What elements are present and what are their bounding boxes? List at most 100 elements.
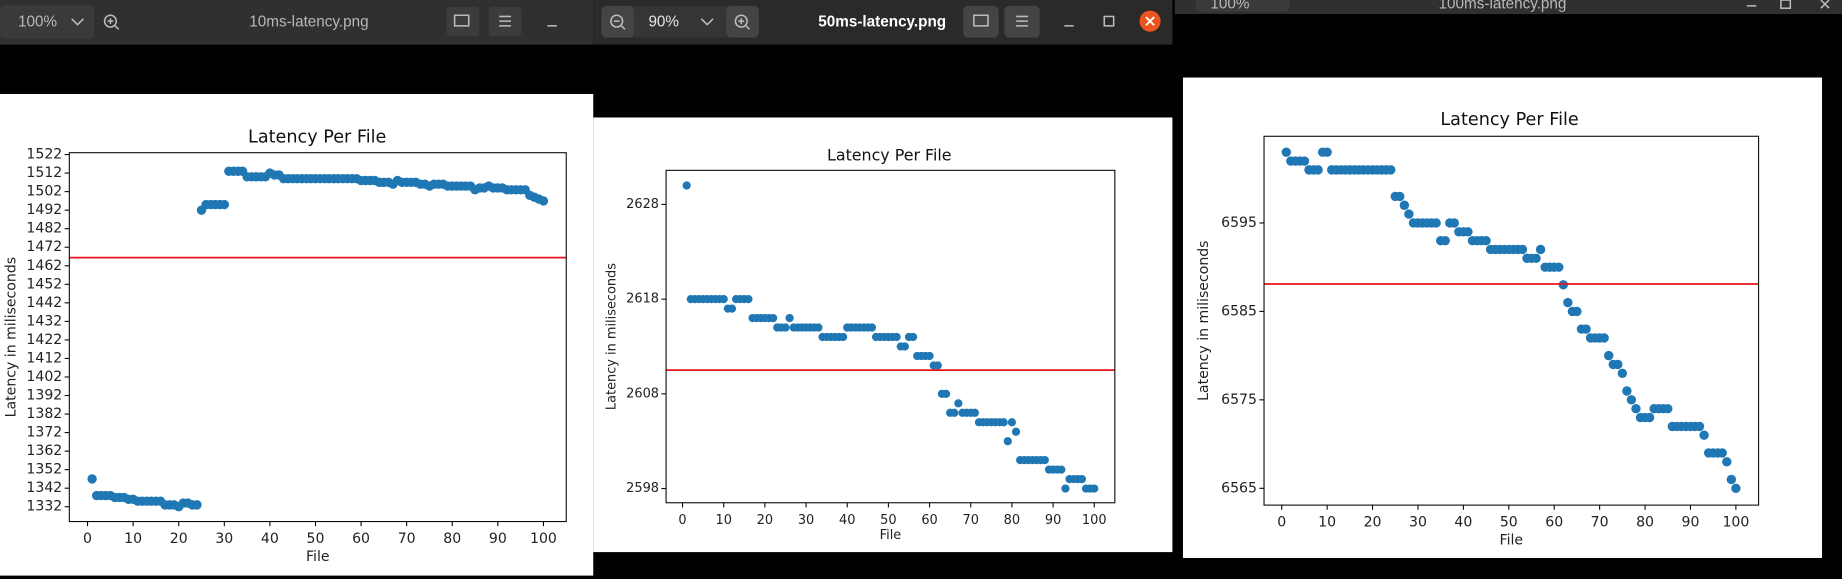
x-tick-label: 0 bbox=[83, 531, 92, 547]
data-point bbox=[744, 295, 753, 304]
x-tick-label: 80 bbox=[443, 531, 461, 547]
zoom-box[interactable] bbox=[0, 4, 94, 39]
chart: Latency Per File File Latency in milisecon… bbox=[4, 127, 567, 565]
y-tick-label: 2618 bbox=[626, 292, 659, 307]
data-point bbox=[1558, 280, 1569, 290]
y-tick-label: 1502 bbox=[26, 184, 62, 200]
maximize-button[interactable] bbox=[1103, 15, 1115, 27]
x-tick-label: 100 bbox=[530, 531, 557, 547]
x-tick-label: 30 bbox=[1409, 515, 1427, 531]
x-tick-label: 10 bbox=[124, 531, 142, 547]
title-bar bbox=[1174, 0, 1842, 15]
close-button[interactable] bbox=[1820, 0, 1830, 9]
data-point bbox=[1554, 262, 1564, 272]
data-point bbox=[1531, 253, 1541, 264]
gallery-icon bbox=[453, 14, 470, 27]
x-tick-label: 10 bbox=[715, 513, 731, 528]
zoom-dropdown[interactable] bbox=[71, 18, 84, 26]
x-tick-label: 20 bbox=[170, 531, 188, 547]
chart-title: Latency Per File bbox=[1440, 110, 1578, 130]
y-tick-label: 2628 bbox=[626, 197, 659, 212]
gallery-button[interactable] bbox=[963, 5, 999, 38]
data-point bbox=[1077, 474, 1087, 484]
y-tick-label: 6575 bbox=[1221, 392, 1257, 408]
x-tick-label: 60 bbox=[921, 513, 937, 528]
zoom-box[interactable] bbox=[1195, 0, 1290, 12]
y-tick-label: 1362 bbox=[26, 443, 62, 459]
data-point bbox=[1061, 484, 1070, 493]
data-point bbox=[1299, 156, 1310, 166]
y-tick-label: 1482 bbox=[26, 221, 62, 237]
x-tick-label: 30 bbox=[798, 513, 814, 528]
zoom-dropdown[interactable] bbox=[700, 18, 714, 26]
x-tick-label: 0 bbox=[678, 513, 686, 528]
zoom-level: 100% bbox=[18, 13, 57, 30]
data-point bbox=[970, 408, 979, 417]
chart: Latency Per File File Latency in milisecon… bbox=[605, 146, 1116, 543]
zoom-level: 90% bbox=[648, 13, 679, 30]
close-icon bbox=[1145, 16, 1155, 26]
x-axis-label: File bbox=[880, 528, 902, 543]
data-point bbox=[1440, 235, 1450, 246]
data-point bbox=[900, 342, 909, 351]
window-3: 100% 100ms-latency.png bbox=[1174, 0, 1842, 558]
data-point bbox=[769, 313, 778, 323]
y-tick-label: 1452 bbox=[26, 276, 62, 292]
x-tick-label: 50 bbox=[880, 513, 896, 528]
data-point bbox=[892, 332, 901, 342]
data-point bbox=[1399, 200, 1410, 210]
x-tick-label: 40 bbox=[839, 513, 855, 528]
data-point bbox=[1313, 165, 1323, 175]
x-tick-label: 40 bbox=[261, 531, 279, 547]
data-point bbox=[1694, 421, 1705, 432]
data-point bbox=[838, 332, 848, 342]
data-point bbox=[1626, 395, 1637, 405]
zoom-in-icon bbox=[734, 14, 751, 30]
data-point bbox=[1731, 483, 1741, 494]
data-point bbox=[1599, 333, 1609, 343]
window-title: 50ms-latency.png bbox=[818, 13, 946, 30]
data-point bbox=[925, 351, 934, 361]
data-point bbox=[785, 313, 794, 323]
data-point bbox=[1040, 456, 1049, 465]
data-point bbox=[1011, 427, 1021, 436]
y-tick-label: 1352 bbox=[26, 462, 62, 478]
data-point bbox=[1281, 147, 1291, 157]
y-axis-label: Latency in miliseconds bbox=[1196, 240, 1212, 400]
y-tick-label: 2608 bbox=[626, 386, 659, 401]
data-point bbox=[1617, 368, 1628, 379]
x-axis-label: File bbox=[306, 549, 330, 565]
gallery-button[interactable] bbox=[446, 7, 480, 37]
data-point bbox=[1395, 191, 1405, 202]
data-point bbox=[1572, 306, 1582, 317]
y-tick-label: 1402 bbox=[26, 369, 62, 385]
x-tick-label: 50 bbox=[1500, 515, 1518, 531]
data-point bbox=[1386, 165, 1396, 175]
data-point bbox=[1622, 386, 1632, 396]
data-point bbox=[719, 295, 728, 304]
y-tick-label: 6585 bbox=[1221, 303, 1257, 319]
y-tick-label: 1492 bbox=[26, 202, 62, 218]
x-tick-label: 20 bbox=[757, 513, 773, 528]
data-point bbox=[1726, 474, 1737, 485]
data-point bbox=[1431, 218, 1441, 228]
plot-frame bbox=[68, 152, 567, 523]
zoom-in-button[interactable] bbox=[103, 14, 120, 30]
data-point bbox=[908, 332, 918, 342]
data-point bbox=[814, 323, 823, 332]
x-tick-label: 0 bbox=[1277, 515, 1286, 531]
data-point bbox=[1604, 350, 1614, 361]
x-tick-label: 10 bbox=[1318, 515, 1336, 531]
menu-icon bbox=[499, 15, 512, 27]
x-tick-label: 70 bbox=[1591, 515, 1609, 531]
y-tick-label: 1412 bbox=[26, 350, 62, 366]
maximize-button[interactable] bbox=[1780, 0, 1792, 9]
data-point bbox=[1003, 437, 1012, 446]
x-axis-label: File bbox=[1500, 532, 1524, 548]
y-tick-label: 1372 bbox=[26, 425, 62, 441]
y-tick-label: 1422 bbox=[26, 332, 62, 348]
y-tick-label: 1382 bbox=[26, 406, 62, 422]
data-point bbox=[1644, 412, 1655, 423]
data-point bbox=[1404, 209, 1414, 219]
y-tick-label: 6595 bbox=[1221, 215, 1257, 231]
